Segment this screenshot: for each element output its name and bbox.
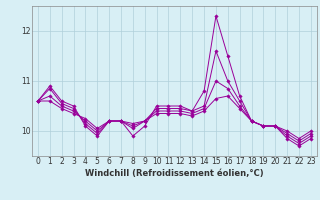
X-axis label: Windchill (Refroidissement éolien,°C): Windchill (Refroidissement éolien,°C) [85, 169, 264, 178]
